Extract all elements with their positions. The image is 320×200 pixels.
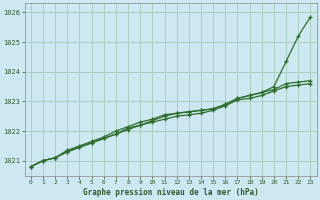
X-axis label: Graphe pression niveau de la mer (hPa): Graphe pression niveau de la mer (hPa): [83, 188, 259, 197]
